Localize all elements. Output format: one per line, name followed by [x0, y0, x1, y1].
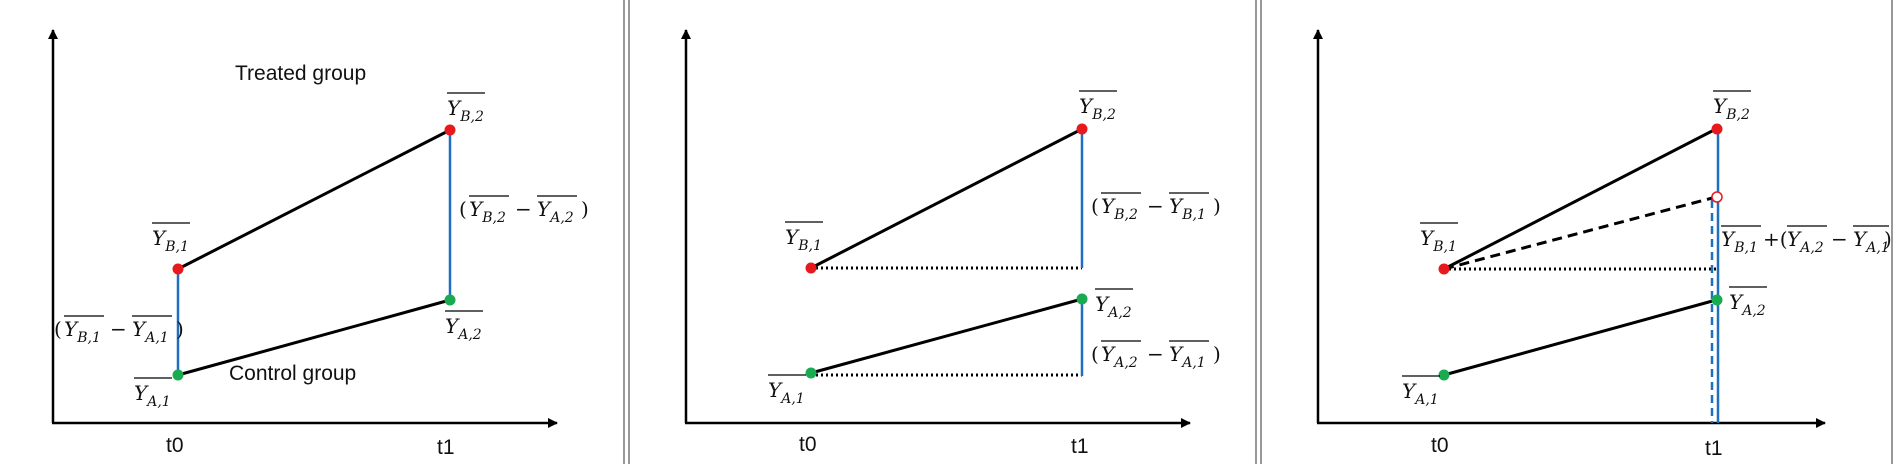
panel-divider-2	[1255, 0, 1262, 464]
svg-text:YA,1: YA,1	[1402, 379, 1439, 408]
treated-group-label: Treated group	[235, 62, 366, 85]
treated-trend-line	[1443, 127, 1717, 271]
treated-point-t0	[1438, 263, 1450, 275]
y-bar-a1-label: YA,1	[1402, 375, 1440, 408]
control-point-t0	[805, 367, 817, 379]
treated-point-t1	[1076, 123, 1088, 135]
control-trend-line	[177, 298, 451, 377]
control-point-t0	[172, 369, 184, 381]
svg-text:YB,1: YB,1	[785, 225, 822, 254]
svg-text:−: −	[110, 317, 127, 341]
svg-text:YA,1: YA,1	[132, 317, 169, 346]
svg-text:−: −	[1831, 227, 1848, 251]
y-bar-a2-label: YA,2	[445, 310, 483, 343]
svg-text:): )	[581, 197, 589, 221]
y-bar-b1-label: YB,1	[152, 222, 190, 255]
svg-text:YB,1: YB,1	[1420, 226, 1457, 255]
svg-text:YB,2: YB,2	[1079, 94, 1116, 123]
svg-text:YB,1: YB,1	[64, 317, 101, 346]
svg-text:YA,1: YA,1	[134, 381, 171, 410]
svg-text:): )	[176, 317, 184, 341]
svg-text:(: (	[54, 317, 62, 341]
treated-point-t1	[1711, 123, 1723, 135]
panel-1: Treated group Control group t0 t1 YB,1 Y…	[48, 29, 589, 459]
control-trend-line	[810, 297, 1083, 375]
tick-t1: t1	[1071, 435, 1089, 458]
svg-text:YA,2: YA,2	[537, 197, 574, 226]
svg-text:YB,1: YB,1	[152, 226, 189, 255]
y-bar-a1-label: YA,1	[768, 374, 806, 407]
control-point-t1	[444, 294, 456, 306]
y-bar-a2-label: YA,2	[1729, 286, 1767, 319]
svg-text:YA,2: YA,2	[1729, 290, 1766, 319]
y-bar-b1-label: YB,1	[1420, 222, 1458, 255]
control-difference-expression: ( YA,2 − YA,1 )	[1091, 340, 1221, 371]
panel-2: t0 t1 YB,1 YB,2 YA,1 YA,2 ( YB,2 − YB,1 …	[681, 29, 1221, 458]
svg-text:−: −	[1147, 342, 1164, 366]
treated-difference-expression: ( YB,2 − YB,1 )	[1091, 192, 1221, 223]
svg-text:YB,2: YB,2	[447, 96, 484, 125]
svg-text:YA,2: YA,2	[445, 314, 482, 343]
t1-difference-expression: ( YB,2 − YA,2 )	[459, 195, 589, 226]
svg-text:): )	[1884, 227, 1892, 251]
counterfactual-point-t1	[1711, 191, 1723, 203]
panel-3: t0 t1 YB,1 YB,2 YA,1 YA,2 YB,1 +( YA,2 −…	[1313, 29, 1892, 460]
svg-text:−: −	[515, 197, 532, 221]
y-bar-b2-label: YB,2	[1079, 90, 1117, 123]
treated-trend-line	[810, 127, 1083, 270]
svg-text:): )	[1213, 194, 1221, 218]
tick-t1: t1	[437, 436, 455, 459]
svg-text:YB,1: YB,1	[1721, 227, 1758, 256]
svg-text:(: (	[1091, 194, 1099, 218]
control-point-t1	[1711, 294, 1723, 306]
tick-t1: t1	[1705, 437, 1723, 460]
control-point-t1	[1076, 293, 1088, 305]
svg-text:YA,1: YA,1	[1169, 342, 1206, 371]
panel-divider-1	[623, 0, 630, 464]
control-point-t0	[1438, 369, 1450, 381]
tick-t0: t0	[1431, 434, 1449, 457]
t0-difference-expression: ( YB,1 − YA,1 )	[54, 315, 184, 346]
y-bar-b2-label: YB,2	[1713, 90, 1751, 123]
svg-text:YA,1: YA,1	[768, 378, 805, 407]
svg-text:YB,1: YB,1	[1169, 194, 1206, 223]
treated-point-t0	[805, 262, 817, 274]
svg-text:−: −	[1147, 194, 1164, 218]
y-bar-b2-label: YB,2	[447, 92, 485, 125]
y-bar-b1-label: YB,1	[785, 221, 823, 254]
svg-text:(: (	[459, 197, 467, 221]
svg-text:YA,2: YA,2	[1095, 292, 1132, 321]
svg-text:YB,2: YB,2	[469, 197, 506, 226]
svg-text:YA,1: YA,1	[1853, 227, 1890, 256]
treated-trend-line	[177, 128, 451, 271]
counterfactual-dashed-line	[1443, 195, 1717, 271]
svg-text:(: (	[1091, 342, 1099, 366]
tick-t0: t0	[799, 433, 817, 456]
y-bar-a2-label: YA,2	[1095, 288, 1133, 321]
y-bar-a1-label: YA,1	[134, 377, 172, 410]
svg-text:YB,2: YB,2	[1101, 194, 1138, 223]
svg-text:+(: +(	[1763, 227, 1788, 251]
treated-point-t0	[172, 263, 184, 275]
svg-text:YA,2: YA,2	[1101, 342, 1138, 371]
tick-t0: t0	[166, 434, 184, 457]
counterfactual-expression: YB,1 +( YA,2 − YA,1 )	[1721, 225, 1892, 256]
control-group-label: Control group	[229, 362, 356, 385]
control-trend-line	[1443, 298, 1717, 377]
svg-text:YB,2: YB,2	[1713, 94, 1750, 123]
svg-text:): )	[1213, 342, 1221, 366]
treated-point-t1	[444, 124, 456, 136]
svg-text:YA,2: YA,2	[1787, 227, 1824, 256]
